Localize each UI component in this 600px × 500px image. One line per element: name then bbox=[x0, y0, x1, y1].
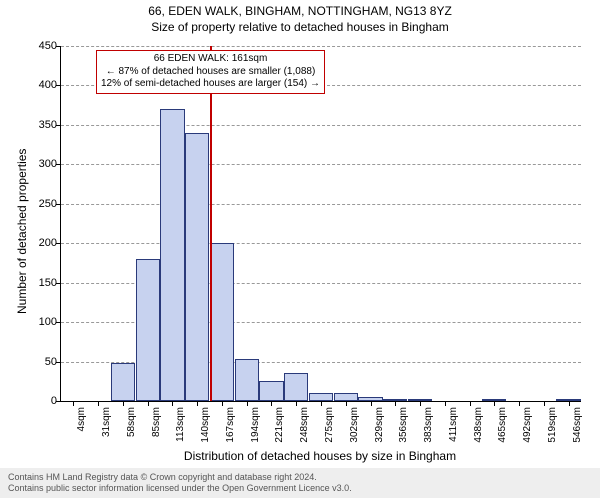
chart-callout: 66 EDEN WALK: 161sqm← 87% of detached ho… bbox=[96, 50, 325, 94]
chart-xtick-label: 492sqm bbox=[522, 407, 533, 443]
chart-xtick bbox=[296, 401, 297, 406]
chart-xtick bbox=[271, 401, 272, 406]
chart-ytick-label: 350 bbox=[39, 119, 61, 131]
chart-xtick bbox=[73, 401, 74, 406]
chart-xtick bbox=[148, 401, 149, 406]
chart-bar bbox=[185, 133, 209, 401]
chart-xtick bbox=[395, 401, 396, 406]
chart-xtick bbox=[494, 401, 495, 406]
chart-gridline bbox=[61, 164, 581, 165]
chart-xtick bbox=[470, 401, 471, 406]
chart-bar bbox=[210, 243, 234, 401]
chart-xtick-label: 546sqm bbox=[572, 407, 583, 443]
chart-xtick-label: 329sqm bbox=[374, 407, 385, 443]
chart-xtick-label: 383sqm bbox=[423, 407, 434, 443]
footer-line-1: Contains HM Land Registry data © Crown c… bbox=[8, 472, 592, 483]
chart-xtick bbox=[197, 401, 198, 406]
chart-xtick bbox=[569, 401, 570, 406]
chart-xtick-label: 411sqm bbox=[448, 407, 459, 442]
chart-gridline bbox=[61, 204, 581, 205]
chart-bar bbox=[309, 393, 333, 401]
chart-xtick bbox=[420, 401, 421, 406]
chart-bar bbox=[235, 359, 259, 401]
chart-ytick-label: 400 bbox=[39, 79, 61, 91]
chart-xtick-label: 31sqm bbox=[101, 407, 112, 437]
chart-xtick-label: 248sqm bbox=[299, 407, 310, 443]
chart-plot-area: 0501001502002503003504004504sqm31sqm58sq… bbox=[60, 46, 581, 402]
chart-xtick-label: 275sqm bbox=[324, 407, 335, 443]
chart-gridline bbox=[61, 46, 581, 47]
chart-xtick bbox=[321, 401, 322, 406]
chart-xtick bbox=[544, 401, 545, 406]
footer-attribution: Contains HM Land Registry data © Crown c… bbox=[0, 468, 600, 499]
chart-xtick bbox=[98, 401, 99, 406]
footer-line-2: Contains public sector information licen… bbox=[8, 483, 592, 494]
chart-bar bbox=[284, 373, 308, 401]
page-title-address: 66, EDEN WALK, BINGHAM, NOTTINGHAM, NG13… bbox=[0, 4, 600, 20]
chart-xtick bbox=[172, 401, 173, 406]
chart-bar bbox=[111, 363, 135, 401]
chart-xtick-label: 58sqm bbox=[126, 407, 137, 437]
chart-xtick-label: 140sqm bbox=[200, 407, 211, 443]
chart-xtick-label: 113sqm bbox=[175, 407, 186, 442]
chart-y-axis-label: Number of detached properties bbox=[15, 148, 29, 313]
chart-xtick bbox=[346, 401, 347, 406]
chart-gridline bbox=[61, 125, 581, 126]
chart-xtick-label: 194sqm bbox=[250, 407, 261, 443]
chart-xtick-label: 519sqm bbox=[547, 407, 558, 443]
chart-xtick-label: 221sqm bbox=[274, 407, 285, 443]
chart-ytick-label: 150 bbox=[39, 277, 61, 289]
callout-line: 12% of semi-detached houses are larger (… bbox=[101, 78, 320, 91]
callout-line: 66 EDEN WALK: 161sqm bbox=[101, 53, 320, 66]
chart-xtick-label: 4sqm bbox=[76, 407, 87, 431]
chart-xtick bbox=[445, 401, 446, 406]
chart-bar bbox=[259, 381, 283, 401]
chart-ytick-label: 200 bbox=[39, 237, 61, 249]
chart-xtick-label: 465sqm bbox=[497, 407, 508, 443]
chart-reference-line bbox=[210, 46, 212, 401]
chart-xtick bbox=[123, 401, 124, 406]
chart-ytick-label: 300 bbox=[39, 158, 61, 170]
chart-ytick-label: 100 bbox=[39, 316, 61, 328]
chart-xtick-label: 302sqm bbox=[349, 407, 360, 443]
chart-ytick-label: 0 bbox=[51, 395, 61, 407]
chart-x-axis-label: Distribution of detached houses by size … bbox=[60, 449, 580, 463]
chart-bar bbox=[334, 393, 358, 401]
chart-xtick bbox=[519, 401, 520, 406]
chart-xtick bbox=[222, 401, 223, 406]
chart-bar bbox=[160, 109, 184, 401]
page-title-desc: Size of property relative to detached ho… bbox=[0, 20, 600, 36]
chart-xtick-label: 356sqm bbox=[398, 407, 409, 443]
chart-ytick-label: 250 bbox=[39, 198, 61, 210]
chart-ytick-label: 450 bbox=[39, 40, 61, 52]
chart-xtick-label: 85sqm bbox=[151, 407, 162, 437]
chart-bar bbox=[136, 259, 160, 401]
chart-xtick-label: 438sqm bbox=[473, 407, 484, 443]
chart-xtick bbox=[247, 401, 248, 406]
callout-line: ← 87% of detached houses are smaller (1,… bbox=[101, 66, 320, 79]
chart-gridline bbox=[61, 243, 581, 244]
chart-ytick-label: 50 bbox=[45, 356, 61, 368]
chart-xtick-label: 167sqm bbox=[225, 407, 236, 443]
chart-xtick bbox=[371, 401, 372, 406]
